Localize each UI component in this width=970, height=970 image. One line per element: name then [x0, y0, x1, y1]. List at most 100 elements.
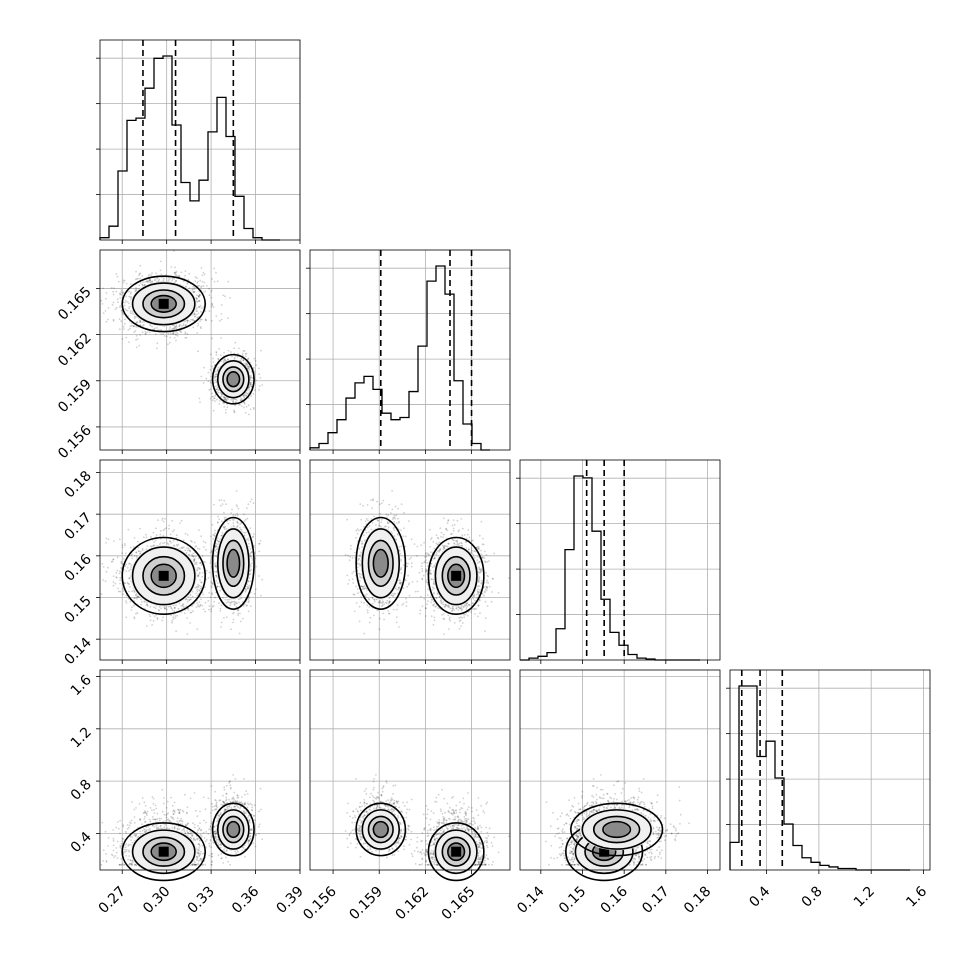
sample-point — [198, 589, 201, 592]
sample-point — [130, 554, 133, 557]
sample-point — [219, 354, 222, 356]
sample-point — [117, 587, 119, 590]
sample-point — [148, 279, 151, 282]
sample-point — [207, 380, 210, 382]
sample-point — [180, 519, 183, 522]
sample-point — [155, 347, 158, 350]
sample-point — [193, 291, 196, 293]
sample-point — [172, 250, 175, 252]
sample-point — [138, 284, 141, 287]
sample-point — [220, 604, 223, 607]
sample-point — [152, 620, 155, 622]
sample-point — [135, 325, 138, 328]
sample-point — [208, 287, 210, 290]
sample-point — [215, 271, 217, 274]
sample-point — [199, 579, 201, 581]
sample-point — [174, 271, 177, 274]
sample-point — [174, 617, 177, 619]
sample-point — [161, 619, 164, 622]
sample-point — [192, 555, 195, 558]
sample-point — [151, 280, 154, 283]
sample-point — [141, 275, 144, 277]
sample-point — [112, 293, 115, 296]
sample-point — [128, 585, 131, 588]
sample-point — [213, 397, 216, 399]
sample-point — [258, 385, 261, 387]
sample-point — [168, 524, 171, 527]
sample-point — [148, 331, 151, 334]
sample-point — [196, 547, 199, 550]
sample-point — [156, 342, 159, 345]
sample-point — [258, 550, 261, 553]
sample-point — [121, 338, 124, 340]
sample-point — [200, 307, 203, 310]
sample-point — [160, 607, 163, 610]
sample-point — [200, 585, 202, 588]
sample-point — [134, 330, 137, 332]
sample-point — [121, 312, 124, 314]
sample-point — [224, 409, 227, 411]
sample-point — [195, 307, 198, 310]
sample-point — [204, 318, 207, 321]
sample-point — [252, 533, 255, 536]
sample-point — [224, 295, 226, 298]
sample-point — [160, 273, 163, 276]
sample-point — [247, 404, 250, 407]
sample-point — [203, 281, 206, 284]
sample-point — [202, 571, 204, 574]
sample-point — [174, 326, 176, 329]
sample-point — [177, 543, 180, 546]
sample-point — [172, 540, 175, 542]
sample-point — [212, 409, 215, 412]
sample-point — [233, 347, 236, 350]
sample-point — [162, 616, 164, 619]
sample-point — [252, 392, 255, 395]
sample-point — [199, 326, 202, 328]
sample-point — [222, 360, 225, 362]
sample-point — [174, 615, 177, 617]
sample-point — [118, 328, 121, 331]
sample-point — [250, 565, 253, 567]
sample-point — [101, 303, 104, 305]
sample-point — [119, 582, 121, 585]
sample-point — [218, 403, 221, 405]
sample-point — [210, 608, 213, 611]
sample-point — [192, 285, 195, 288]
sample-point — [129, 546, 132, 549]
sample-point — [172, 328, 174, 331]
sample-point — [139, 324, 142, 327]
sample-point — [231, 508, 233, 511]
sample-point — [211, 302, 213, 305]
y-tick-label: 0.159 — [55, 376, 95, 416]
sample-point — [124, 308, 127, 310]
panel-frame — [99, 39, 301, 241]
sample-point — [186, 547, 188, 549]
sample-point — [232, 514, 235, 517]
sample-point — [226, 598, 229, 601]
sample-point — [124, 301, 126, 304]
sample-point — [176, 614, 179, 617]
sample-point — [176, 332, 179, 335]
sample-point — [137, 540, 139, 543]
sample-point — [122, 325, 125, 328]
sample-point — [193, 290, 196, 293]
sample-point — [198, 294, 201, 297]
sample-point — [205, 548, 207, 551]
sample-point — [128, 569, 131, 572]
sample-point — [131, 590, 133, 592]
sample-point — [209, 368, 212, 371]
sample-point — [125, 563, 127, 566]
sample-point — [223, 499, 226, 502]
sample-point — [175, 339, 177, 342]
sample-point — [153, 541, 156, 543]
sample-point — [168, 341, 171, 344]
sample-point — [122, 313, 125, 316]
sample-point — [230, 399, 233, 401]
sample-point — [135, 321, 138, 324]
sample-point — [173, 607, 176, 610]
sample-point — [158, 278, 161, 281]
sample-point — [173, 277, 176, 280]
sample-point — [119, 304, 122, 307]
sample-point — [149, 605, 152, 608]
sample-point — [121, 546, 124, 549]
